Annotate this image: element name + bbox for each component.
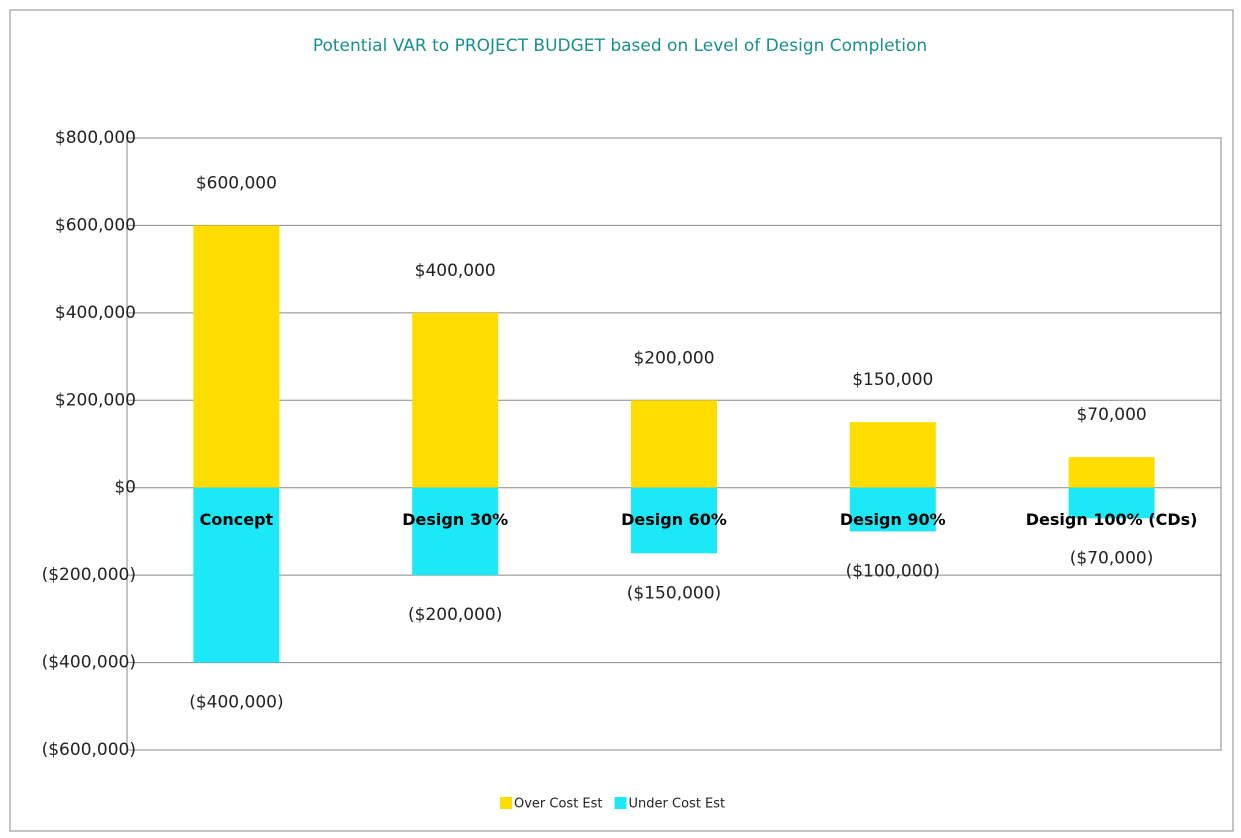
y-tick-label: $400,000 — [55, 303, 136, 323]
bar — [631, 487, 717, 554]
bar — [193, 487, 280, 663]
data-label: $600,000 — [196, 173, 277, 193]
legend-swatch — [500, 797, 512, 809]
legend-label: Over Cost Est — [514, 797, 603, 812]
y-tick-label: $0 — [114, 478, 136, 498]
y-tick-label: ($600,000) — [42, 740, 136, 760]
bar — [849, 422, 936, 488]
bar — [1068, 487, 1155, 519]
data-label: $70,000 — [1076, 405, 1146, 425]
x-tick-label: Concept — [200, 510, 274, 529]
data-label: $400,000 — [415, 261, 496, 281]
y-tick-label: ($200,000) — [42, 565, 136, 585]
data-label: $200,000 — [633, 348, 714, 368]
y-tick-label: $200,000 — [55, 390, 136, 410]
data-label: ($200,000) — [408, 605, 502, 625]
bar — [1068, 457, 1155, 488]
bar — [849, 487, 936, 532]
chart-title: Potential VAR to PROJECT BUDGET based on… — [313, 36, 927, 56]
data-label: ($70,000) — [1070, 548, 1154, 568]
bar — [193, 225, 280, 488]
bar — [412, 312, 499, 488]
data-label: $150,000 — [852, 370, 933, 390]
x-tick-label: Design 100% (CDs) — [1026, 510, 1198, 529]
x-tick-label: Design 90% — [840, 510, 946, 529]
data-label: ($150,000) — [627, 583, 721, 603]
y-tick-label: $600,000 — [55, 215, 136, 235]
data-label: ($100,000) — [846, 561, 940, 581]
bar — [412, 487, 499, 576]
legend-label: Under Cost Est — [629, 797, 726, 812]
bar — [631, 400, 717, 488]
y-tick-label: ($400,000) — [42, 653, 136, 673]
y-tick-label: $800,000 — [55, 128, 136, 148]
x-tick-label: Design 30% — [402, 510, 508, 529]
legend-swatch — [614, 797, 627, 809]
data-label: ($400,000) — [189, 693, 283, 713]
x-tick-label: Design 60% — [621, 510, 727, 529]
